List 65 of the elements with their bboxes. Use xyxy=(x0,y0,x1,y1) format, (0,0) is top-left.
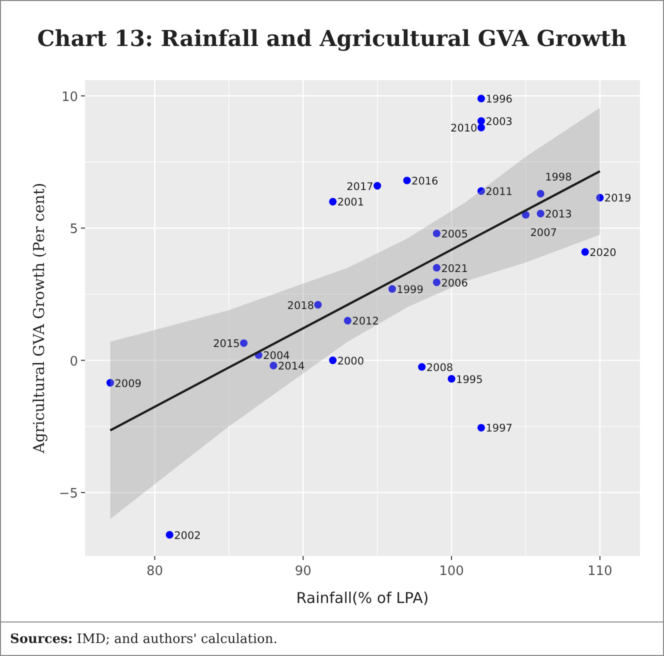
annotation: 1996 xyxy=(486,94,513,106)
point xyxy=(432,278,440,286)
point xyxy=(418,363,426,371)
point xyxy=(240,339,248,347)
point xyxy=(374,182,382,190)
annotation: 2013 xyxy=(545,208,572,221)
point xyxy=(432,264,440,272)
point xyxy=(314,300,322,309)
annotation: 2010 xyxy=(450,122,478,135)
point xyxy=(536,190,544,198)
x-axis-title: Rainfall(% of LPA) xyxy=(296,589,429,607)
y-tick-label: 10 xyxy=(61,90,78,105)
point xyxy=(388,285,396,293)
point xyxy=(403,176,411,184)
point xyxy=(477,124,486,132)
annotation: 2012 xyxy=(352,316,379,328)
point xyxy=(581,248,589,256)
annotation: 2007 xyxy=(530,226,557,239)
y-tick-label: 5 xyxy=(70,222,78,238)
point xyxy=(166,531,174,539)
x-tick-label: 100 xyxy=(439,564,464,579)
point xyxy=(477,94,486,102)
point xyxy=(522,211,530,219)
point xyxy=(329,356,337,364)
x-tick-label: 80 xyxy=(146,564,164,579)
annotation: 2005 xyxy=(441,228,468,240)
point xyxy=(106,378,114,387)
annotation: 2020 xyxy=(590,246,616,259)
point xyxy=(536,210,544,218)
point xyxy=(270,362,278,370)
annotation: 1997 xyxy=(486,422,512,435)
annotation: 2009 xyxy=(114,378,142,390)
annotation: 2001 xyxy=(337,196,364,209)
x-tick-label: 110 xyxy=(588,564,612,579)
annotation: 1995 xyxy=(456,374,483,386)
annotation: 2016 xyxy=(412,175,439,188)
annotation: 2008 xyxy=(426,362,454,374)
annotation: 2011 xyxy=(486,186,512,198)
point xyxy=(432,230,440,238)
y-axis-title: Agricultural GVA Growth (Per cent) xyxy=(30,182,48,454)
annotation: 2000 xyxy=(337,355,364,368)
point xyxy=(344,316,352,324)
y-tick-label: 0 xyxy=(70,354,78,370)
point xyxy=(477,424,486,432)
point xyxy=(596,194,604,202)
chart-title: Chart 13: Rainfall and Agricultural GVA Growth xyxy=(37,26,627,52)
annotation: 2018 xyxy=(287,300,314,312)
point xyxy=(477,117,486,125)
annotation: 2021 xyxy=(441,262,468,275)
point xyxy=(477,187,486,195)
point xyxy=(448,375,456,383)
annotation: 2002 xyxy=(174,530,201,542)
annotation: 2019 xyxy=(604,192,632,205)
annotation: 1998 xyxy=(545,172,572,184)
annotation: 2015 xyxy=(213,338,240,350)
annotation: 1999 xyxy=(396,284,424,296)
annotation: 2006 xyxy=(441,277,468,290)
source-note: Sources: IMD; and authors' calculation. xyxy=(10,632,278,647)
y-tick-label: −5 xyxy=(58,486,78,502)
annotation: 2014 xyxy=(278,360,306,373)
x-tick-label: 90 xyxy=(294,564,312,579)
annotation: 2004 xyxy=(263,350,290,362)
annotation: 2003 xyxy=(486,116,512,128)
point xyxy=(329,198,337,206)
annotation: 2017 xyxy=(346,180,374,193)
